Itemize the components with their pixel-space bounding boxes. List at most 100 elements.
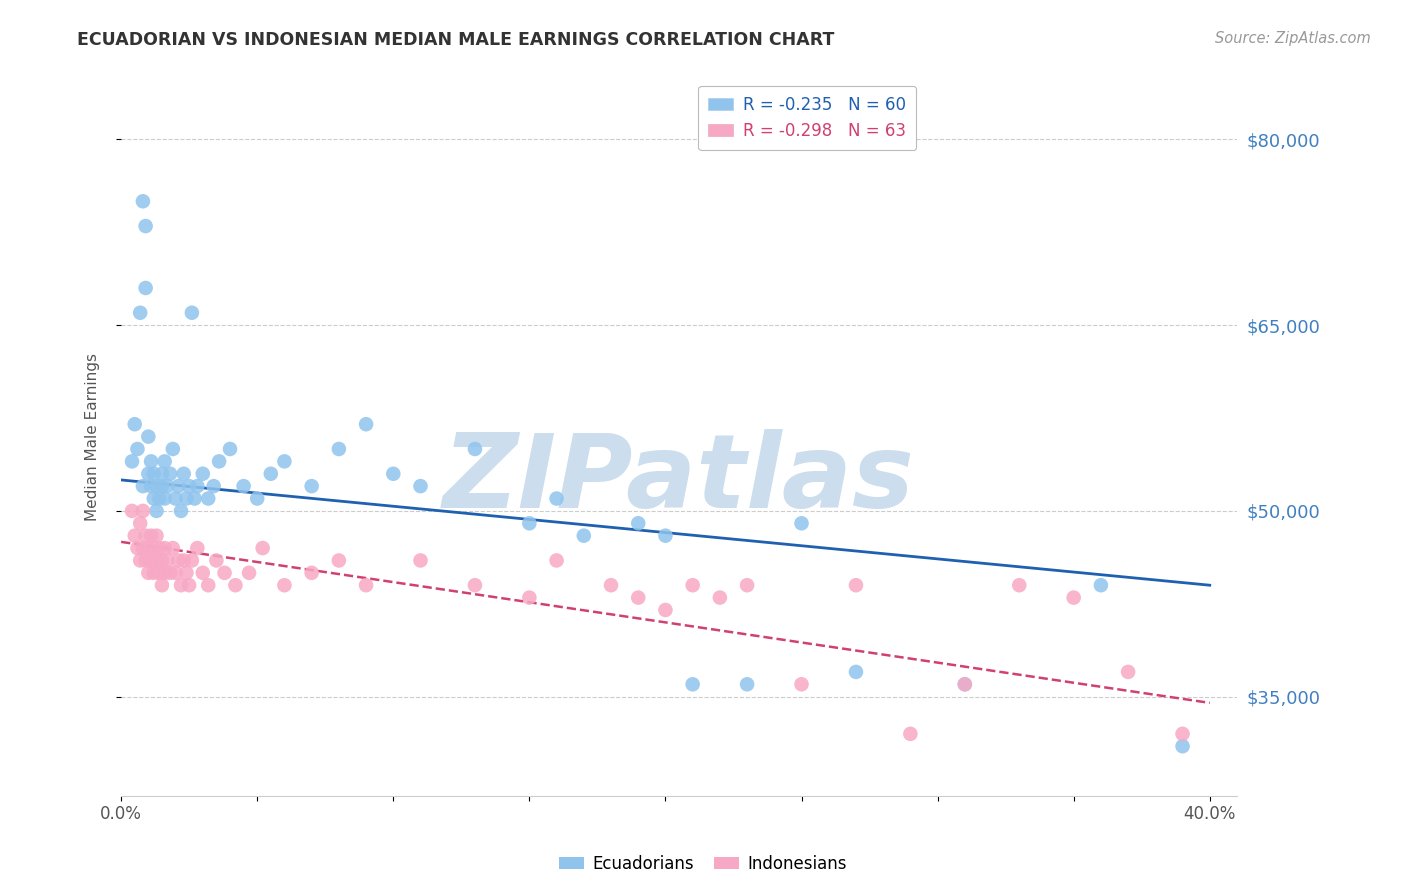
Point [186, 479, 208, 493]
Point [153, 454, 176, 468]
Point [148, 566, 170, 580]
Point [301, 566, 323, 580]
Point [301, 479, 323, 493]
Point [132, 504, 155, 518]
Point [519, 591, 541, 605]
Point [139, 454, 162, 468]
Text: Source: ZipAtlas.com: Source: ZipAtlas.com [1215, 31, 1371, 46]
Point [176, 491, 198, 506]
Point [150, 578, 173, 592]
Point [382, 467, 405, 481]
Point [139, 479, 162, 493]
Point [173, 467, 195, 481]
Point [138, 566, 160, 580]
Point [735, 677, 758, 691]
Point [142, 491, 165, 506]
Point [205, 553, 228, 567]
Point [180, 306, 202, 320]
Point [159, 467, 181, 481]
Point [238, 566, 260, 580]
Point [129, 516, 152, 531]
Point [191, 566, 214, 580]
Point [709, 591, 731, 605]
Point [176, 566, 198, 580]
Legend: Ecuadorians, Indonesians: Ecuadorians, Indonesians [553, 848, 853, 880]
Point [214, 566, 236, 580]
Point [409, 553, 432, 567]
Point [127, 541, 149, 555]
Point [121, 454, 143, 468]
Point [165, 566, 187, 580]
Point [246, 491, 269, 506]
Point [167, 479, 190, 493]
Point [232, 479, 254, 493]
Point [148, 541, 170, 555]
Point [1171, 727, 1194, 741]
Point [145, 553, 167, 567]
Point [129, 553, 152, 567]
Point [156, 553, 179, 567]
Point [354, 578, 377, 592]
Point [162, 541, 184, 555]
Text: ECUADORIAN VS INDONESIAN MEDIAN MALE EARNINGS CORRELATION CHART: ECUADORIAN VS INDONESIAN MEDIAN MALE EAR… [77, 31, 835, 49]
Point [627, 516, 650, 531]
Point [124, 417, 146, 432]
Point [273, 454, 295, 468]
Point [519, 516, 541, 531]
Point [139, 529, 162, 543]
Point [790, 677, 813, 691]
Point [682, 677, 704, 691]
Point [162, 442, 184, 456]
Point [145, 479, 167, 493]
Point [953, 677, 976, 691]
Point [145, 529, 167, 543]
Point [273, 578, 295, 592]
Point [1116, 665, 1139, 679]
Point [156, 479, 179, 493]
Point [142, 566, 165, 580]
Text: ZIPatlas: ZIPatlas [443, 429, 915, 530]
Point [1090, 578, 1112, 592]
Point [145, 504, 167, 518]
Point [735, 578, 758, 592]
Point [252, 541, 274, 555]
Point [1008, 578, 1031, 592]
Point [132, 479, 155, 493]
Point [197, 491, 219, 506]
Point [654, 529, 676, 543]
Point [260, 467, 283, 481]
Point [845, 665, 868, 679]
Point [180, 553, 202, 567]
Point [600, 578, 623, 592]
Point [127, 442, 149, 456]
Point [173, 553, 195, 567]
Point [153, 491, 176, 506]
Point [409, 479, 432, 493]
Point [124, 529, 146, 543]
Point [186, 541, 208, 555]
Point [1171, 739, 1194, 754]
Point [138, 541, 160, 555]
Point [132, 194, 155, 209]
Legend: R = -0.235   N = 60, R = -0.298   N = 63: R = -0.235 N = 60, R = -0.298 N = 63 [699, 86, 917, 150]
Point [135, 281, 157, 295]
Point [150, 467, 173, 481]
Point [129, 306, 152, 320]
Point [191, 467, 214, 481]
Point [153, 566, 176, 580]
Point [121, 504, 143, 518]
Point [953, 677, 976, 691]
Point [132, 541, 155, 555]
Point [464, 442, 486, 456]
Point [148, 491, 170, 506]
Point [170, 504, 193, 518]
Point [179, 578, 201, 592]
Point [219, 442, 242, 456]
Point [135, 529, 157, 543]
Point [170, 578, 193, 592]
Point [183, 491, 205, 506]
Point [150, 479, 173, 493]
Point [546, 553, 568, 567]
Point [1063, 591, 1085, 605]
Point [167, 553, 190, 567]
